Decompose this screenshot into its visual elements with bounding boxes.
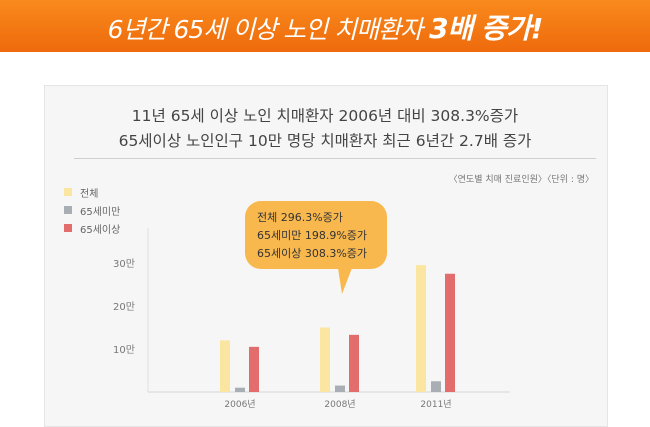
x-tick-label: 2006년: [224, 399, 255, 410]
legend-swatch-under65: [64, 206, 72, 214]
banner-title-emphasis: 3배 증가!: [429, 12, 543, 45]
legend-label-total: 전체: [80, 188, 99, 200]
bar-total-2: [416, 265, 426, 392]
callout-tail: [338, 268, 352, 294]
x-tick-label: 2008년: [324, 399, 355, 410]
callout-bubble: 전체 296.3%증가 65세미만 198.9%증가 65세이상 308.3%증…: [245, 201, 387, 269]
y-tick-label: 30만: [113, 258, 135, 270]
legend-item-under65: 65세미만: [64, 201, 120, 219]
callout-line-over65: 65세이상 308.3%증가: [257, 247, 368, 260]
legend-label-over65: 65세이상: [80, 224, 121, 236]
y-tick-label: 10만: [113, 344, 135, 356]
headline-line-2: 65세이상 노인인구 10만 명당 치매환자 최근 6년간 2.7배 증가: [118, 132, 532, 150]
title-banner: 6년간 65세 이상 노인 치매환자 3배 증가!: [0, 0, 650, 52]
bar-under65-2: [431, 381, 441, 392]
bar-total-0: [220, 340, 230, 392]
y-tick-label: 20만: [113, 301, 135, 313]
headline-divider: [74, 158, 596, 159]
bar-over65-0: [249, 346, 259, 392]
bar-over65-2: [445, 273, 455, 392]
bar-under65-0: [235, 387, 245, 392]
headline-line-1: 11년 65세 이상 노인 치매환자 2006년 대비 308.3%증가: [131, 107, 519, 125]
legend-label-under65: 65세미만: [80, 206, 121, 218]
callout-line-under65: 65세미만 198.9%증가: [257, 229, 368, 242]
bar-under65-1: [335, 385, 345, 392]
legend-item-total: 전체: [64, 183, 120, 201]
unit-note: 〈연도별 치매 진료인원〉〈단위 : 명〉: [448, 175, 594, 185]
y-tick-labels: 10만 20만 30만: [113, 258, 135, 356]
banner-title: 6년간 65세 이상 노인 치매환자 3배 증가!: [0, 7, 650, 47]
legend-swatch-total: [64, 188, 72, 196]
x-tick-labels: 2006년 2008년 2011년: [224, 399, 451, 410]
bar-group: [220, 265, 455, 392]
bar-total-1: [320, 327, 330, 392]
bar-over65-1: [349, 334, 359, 392]
bar-chart: 10만 20만 30만 2006년 2008년 2011년: [113, 228, 510, 410]
legend-swatch-over65: [64, 224, 72, 232]
x-tick-label: 2011년: [420, 399, 451, 410]
legend-item-over65: 65세이상: [64, 219, 120, 237]
chart-legend: 전체 65세미만 65세이상: [64, 183, 120, 237]
banner-title-main: 6년간 65세 이상 노인 치매환자: [107, 15, 430, 44]
callout-line-total: 전체 296.3%증가: [257, 211, 343, 224]
